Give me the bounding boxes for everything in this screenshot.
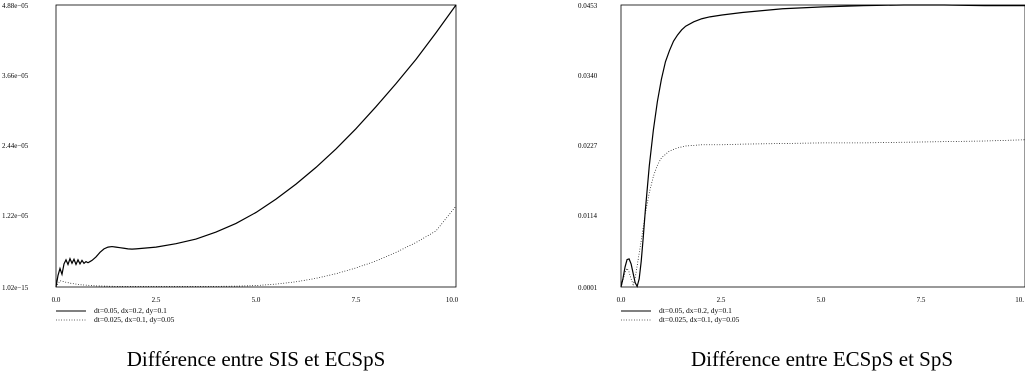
plot-frame-1: [55, 4, 457, 288]
y-tick-label: 2.44e−05: [2, 142, 29, 150]
x-tick-label: 2.5: [717, 296, 726, 304]
y-tick-labels-2: 0.0453 0.0340 0.0227 0.0114 0.0001: [578, 2, 598, 292]
legend-1: dt=0.05, dx=0.2, dy=0.1 dt=0.025, dx=0.1…: [56, 306, 175, 324]
y-tick-label: 0.0453: [578, 2, 598, 10]
legend-2: dt=0.05, dx=0.2, dy=0.1 dt=0.025, dx=0.1…: [621, 306, 740, 324]
x-tick-label: 0.0: [52, 296, 61, 304]
y-tick-labels-1: 4.88e−05 3.66e−05 2.44e−05 1.22e−05 1.02…: [2, 2, 29, 292]
chart-caption-1: Différence entre SIS et ECSpS: [127, 347, 386, 371]
chart-caption-2: Différence entre ECSpS et SpS: [691, 347, 953, 371]
legend-label: dt=0.025, dx=0.1, dy=0.05: [659, 315, 740, 324]
x-tick-label: 7.5: [352, 296, 361, 304]
y-tick-label: 1.02e−15: [2, 284, 29, 292]
y-tick-label: 4.88e−05: [2, 2, 29, 10]
y-tick-label: 3.66e−05: [2, 72, 29, 80]
y-tick-label: 1.22e−05: [2, 212, 29, 220]
x-tick-labels-2: 0.0 2.5 5.0 7.5 10.: [617, 296, 1025, 304]
series-line-solid-1: [55, 4, 457, 288]
x-tick-label: 2.5: [152, 296, 161, 304]
x-tick-labels-1: 0.0 2.5 5.0 7.5 10.0: [52, 296, 459, 304]
x-tick-label: 10.: [1015, 296, 1024, 304]
y-tick-label: 0.0001: [578, 284, 598, 292]
legend-label: dt=0.05, dx=0.2, dy=0.1: [94, 306, 167, 315]
y-tick-label: 0.0227: [578, 142, 598, 150]
y-tick-label: 0.0114: [578, 212, 597, 220]
chart-panel-2: 0.0453 0.0340 0.0227 0.0114 0.0001 0.0 2…: [578, 2, 1025, 371]
series-line-dotted-1: [55, 205, 457, 288]
legend-label: dt=0.025, dx=0.1, dy=0.05: [94, 315, 175, 324]
series-line-solid-2: [620, 4, 1025, 288]
x-tick-label: 7.5: [917, 296, 926, 304]
series-line-dotted-2: [620, 139, 1025, 288]
x-tick-label: 10.0: [446, 296, 459, 304]
y-tick-label: 0.0340: [578, 72, 598, 80]
plot-frame-2: [620, 4, 1025, 288]
series-group-1: [55, 4, 457, 288]
series-group-2: [620, 4, 1025, 288]
chart-panel-1: 4.88e−05 3.66e−05 2.44e−05 1.22e−05 1.02…: [2, 2, 459, 371]
legend-label: dt=0.05, dx=0.2, dy=0.1: [659, 306, 732, 315]
x-tick-label: 0.0: [617, 296, 626, 304]
x-tick-label: 5.0: [817, 296, 826, 304]
x-tick-label: 5.0: [252, 296, 261, 304]
